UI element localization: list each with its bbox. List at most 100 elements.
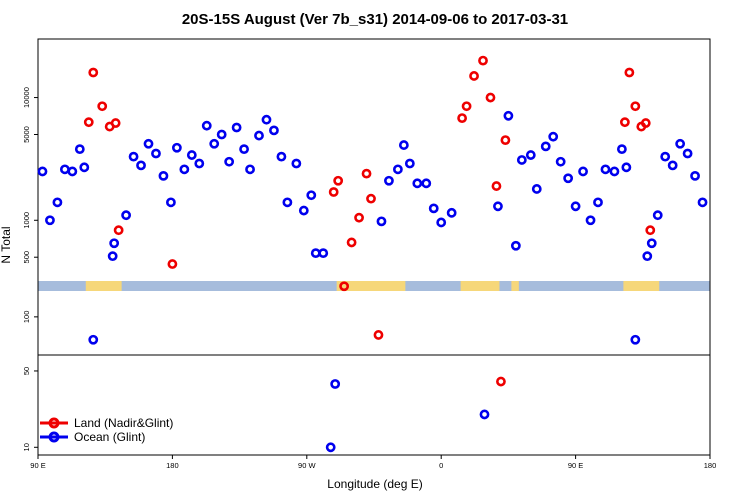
ocean-point-32 — [282, 197, 293, 208]
ocean-point-58 — [548, 131, 559, 142]
y-middle-tick-label-0: 100 — [22, 311, 31, 324]
land-point-5 — [113, 225, 124, 236]
land-point-1 — [88, 67, 99, 78]
x-tick-label-3: 0 — [439, 461, 443, 470]
land-span-4 — [623, 281, 660, 291]
x-tick-label-5: 180 — [704, 461, 717, 470]
land-point-23 — [619, 117, 630, 128]
ocean-point-72 — [652, 210, 663, 221]
land-point-17 — [469, 71, 479, 81]
ocean-point-22 — [209, 138, 220, 149]
land-point-7 — [328, 187, 339, 197]
ocean-point-3 — [59, 164, 70, 175]
y-upper-tick-label-2: 5000 — [22, 126, 31, 143]
ocean-point-5 — [74, 144, 85, 155]
ocean-point-49 — [446, 207, 457, 218]
x-tick-label-1: 180 — [166, 461, 179, 470]
ocean-point-0 — [37, 166, 48, 177]
ocean-point-48 — [436, 217, 447, 228]
ocean-point-41 — [384, 175, 394, 186]
land-point-12 — [361, 168, 372, 179]
land-point-24 — [624, 67, 635, 78]
ocean-point-63 — [585, 215, 596, 226]
land-point-22 — [500, 135, 511, 146]
ocean-point-30 — [269, 125, 279, 136]
ocean-point-65 — [600, 164, 611, 175]
ocean-point-18 — [179, 164, 190, 175]
land-span-2 — [460, 281, 500, 291]
ocean-point-43 — [398, 140, 409, 150]
ocean-point-6 — [79, 162, 90, 173]
ocean-point-13 — [143, 138, 154, 149]
land-point-10 — [346, 237, 357, 248]
ocean-point-46 — [421, 178, 432, 189]
land-point-21 — [496, 376, 506, 387]
ocean-point-16 — [166, 197, 176, 208]
axis-ticks: 90 E 180 90 W 0 90 E 180 500 1000 5000 10000 100 10… — [22, 87, 716, 470]
ocean-point-44 — [404, 158, 415, 169]
ocean-point-60 — [563, 173, 574, 184]
ocean-point-76 — [682, 148, 693, 159]
ocean-point-12 — [136, 160, 146, 171]
ocean-point-39 — [330, 379, 341, 389]
data-points — [37, 55, 708, 453]
ocean-point-64 — [593, 197, 603, 208]
ocean-point-14 — [151, 148, 161, 159]
ocean-point-15 — [158, 170, 169, 181]
ocean-point-47 — [428, 203, 439, 214]
ocean-point-1 — [45, 215, 55, 226]
ocean-point-78 — [697, 197, 708, 208]
ocean-point-17 — [171, 142, 182, 153]
y-upper-tick-label-1: 1000 — [22, 212, 31, 229]
ocean-point-21 — [201, 120, 212, 131]
legend-ocean-label: Ocean (Glint) — [74, 430, 145, 444]
land-point-15 — [457, 113, 468, 124]
ocean-point-7 — [88, 334, 99, 345]
land-point-6 — [167, 259, 178, 269]
ocean-point-59 — [555, 156, 566, 167]
ocean-point-26 — [239, 144, 249, 155]
land-point-27 — [640, 118, 651, 128]
land-span-1 — [336, 281, 406, 291]
legend-land-marker — [48, 417, 60, 429]
ocean-point-33 — [291, 158, 302, 169]
ocean-point-53 — [510, 240, 521, 251]
plot-frame — [37, 38, 711, 456]
legend-ocean-marker — [48, 431, 60, 443]
ocean-point-40 — [376, 216, 387, 227]
x-tick-label-0: 90 E — [30, 461, 45, 470]
plot-border — [37, 38, 711, 456]
land-point-16 — [461, 101, 472, 112]
ocean-point-75 — [675, 138, 686, 149]
y-axis-label: N Total — [0, 226, 13, 263]
ocean-point-68 — [621, 162, 632, 173]
chart-title: 20S-15S August (Ver 7b_s31) 2014-09-06 t… — [182, 11, 568, 28]
y-lower-tick-label-0: 10 — [22, 443, 31, 451]
ocean-point-19 — [186, 150, 197, 160]
ocean-point-29 — [261, 114, 272, 125]
ocean-point-10 — [121, 210, 132, 221]
land-span-0 — [85, 281, 122, 291]
land-point-14 — [373, 330, 384, 340]
ocean-point-62 — [578, 166, 588, 177]
land-point-28 — [645, 225, 656, 236]
ocean-point-37 — [318, 248, 329, 259]
land-point-18 — [478, 55, 488, 66]
y-upper-tick-label-0: 500 — [22, 251, 31, 264]
land-point-9 — [339, 281, 350, 292]
ocean-point-38 — [325, 442, 336, 453]
ocean-point-23 — [216, 129, 227, 140]
y-lower-tick-label-1: 50 — [22, 367, 31, 375]
legend-land-label: Land (Nadir&Glint) — [74, 416, 173, 430]
ocean-point-34 — [298, 205, 309, 216]
ocean-point-11 — [128, 151, 139, 162]
ocean-point-55 — [525, 150, 536, 160]
land-strip — [38, 281, 710, 291]
ocean-point-42 — [392, 164, 403, 175]
land-point-2 — [97, 101, 108, 112]
ocean-point-57 — [540, 141, 551, 152]
ocean-point-27 — [245, 164, 255, 175]
ocean-point-45 — [412, 178, 423, 189]
land-point-25 — [630, 101, 641, 112]
